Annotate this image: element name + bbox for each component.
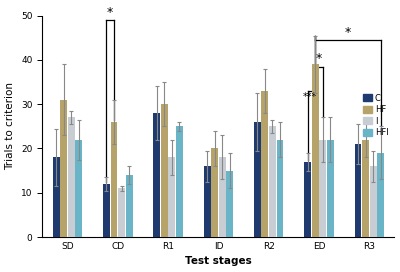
- Text: *: *: [345, 26, 351, 39]
- Bar: [312, 64, 319, 237]
- Y-axis label: Trials to criterion: Trials to criterion: [6, 82, 16, 170]
- Bar: [126, 175, 132, 237]
- Bar: [276, 140, 284, 237]
- Bar: [161, 104, 168, 237]
- Bar: [370, 166, 376, 237]
- Bar: [60, 100, 67, 237]
- Bar: [176, 126, 183, 237]
- Bar: [354, 144, 362, 237]
- Bar: [262, 91, 268, 237]
- Bar: [254, 122, 261, 237]
- Bar: [75, 140, 82, 237]
- Bar: [110, 122, 118, 237]
- Bar: [153, 113, 160, 237]
- Bar: [226, 171, 233, 237]
- Bar: [377, 153, 384, 237]
- Bar: [118, 188, 125, 237]
- Bar: [304, 162, 311, 237]
- Text: ***: ***: [303, 92, 317, 102]
- Bar: [68, 118, 75, 237]
- Bar: [362, 140, 369, 237]
- Text: *: *: [107, 6, 113, 19]
- Bar: [269, 126, 276, 237]
- Bar: [103, 184, 110, 237]
- X-axis label: Test stages: Test stages: [185, 256, 252, 267]
- Bar: [219, 157, 226, 237]
- Bar: [211, 149, 218, 237]
- Bar: [319, 140, 326, 237]
- Bar: [53, 157, 60, 237]
- Legend: C, HF, I, HFI: C, HF, I, HFI: [362, 92, 390, 139]
- Text: *: *: [316, 52, 322, 65]
- Bar: [168, 157, 175, 237]
- Bar: [204, 166, 210, 237]
- Bar: [327, 140, 334, 237]
